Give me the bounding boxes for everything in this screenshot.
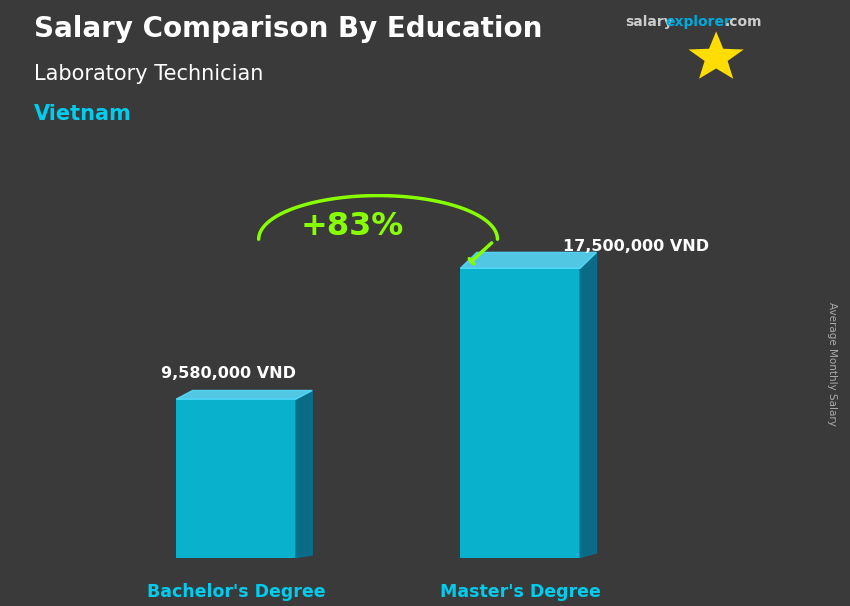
- Text: Master's Degree: Master's Degree: [439, 583, 601, 601]
- Text: .com: .com: [725, 15, 762, 29]
- Bar: [461, 268, 580, 558]
- Polygon shape: [580, 252, 597, 558]
- Text: explorer: explorer: [666, 15, 731, 29]
- Text: Laboratory Technician: Laboratory Technician: [34, 64, 264, 84]
- Text: Vietnam: Vietnam: [34, 104, 132, 124]
- Text: Bachelor's Degree: Bachelor's Degree: [147, 583, 326, 601]
- Text: Average Monthly Salary: Average Monthly Salary: [827, 302, 837, 425]
- Polygon shape: [296, 390, 312, 558]
- Text: Salary Comparison By Education: Salary Comparison By Education: [34, 15, 542, 43]
- Polygon shape: [461, 252, 597, 268]
- Text: 9,580,000 VND: 9,580,000 VND: [161, 366, 296, 381]
- Polygon shape: [176, 390, 312, 399]
- Polygon shape: [688, 32, 744, 79]
- Text: salary: salary: [625, 15, 672, 29]
- Text: 17,500,000 VND: 17,500,000 VND: [563, 239, 709, 254]
- Text: +83%: +83%: [300, 211, 404, 242]
- Bar: [176, 399, 296, 558]
